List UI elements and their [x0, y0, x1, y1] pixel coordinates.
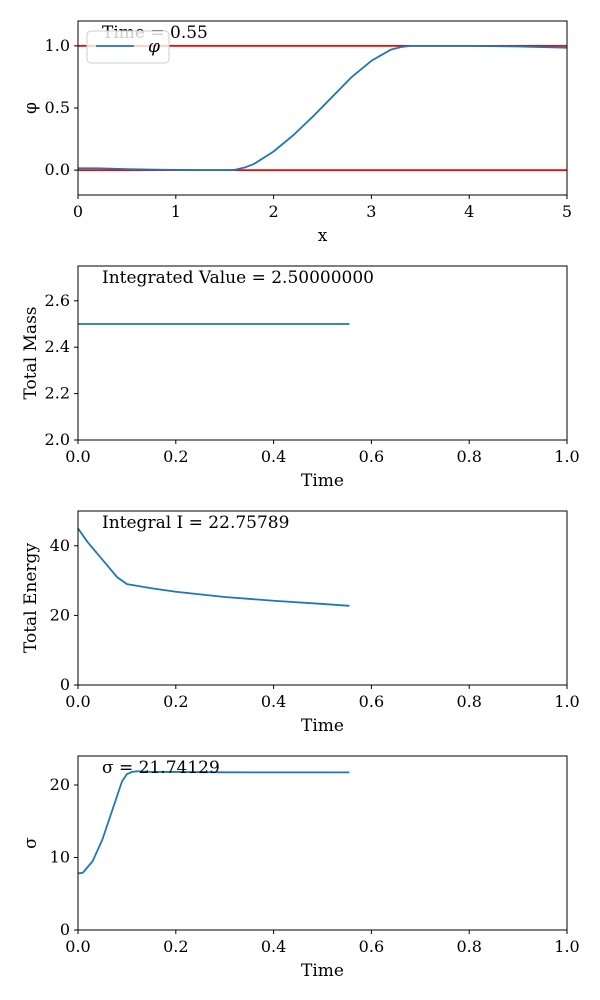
y-tick-label: 2.2: [45, 384, 70, 403]
x-axis-label: Time: [301, 961, 344, 981]
y-tick-label: 20: [50, 775, 70, 794]
chart-panel-3: 0.0 0.2 0.4 0.6 0.8 1.0 0 20 40 Time Total Energy I…: [21, 510, 580, 736]
x-tick-label: 0.6: [359, 692, 384, 711]
legend-box: [86, 30, 170, 64]
x-tick-label: 1: [171, 202, 181, 221]
x-tick-label: 1.0: [554, 937, 579, 956]
y-tick-label: 0: [60, 675, 70, 694]
x-tick-label: 0.4: [261, 447, 286, 466]
chart-panel-2: 0.0 0.2 0.4 0.6 0.8 1.0 2.0 2.2 2.4 2.6 Time Total …: [21, 265, 580, 491]
x-tick-label: 0.0: [65, 447, 90, 466]
y-axis-label: σ: [21, 837, 41, 849]
x-tick-label: 0: [73, 202, 83, 221]
y-tick-label: 0.0: [45, 160, 70, 179]
axes-frame: [77, 265, 568, 441]
y-tick-label: 2.6: [45, 291, 70, 310]
plot-annotation: Integral I = 22.75789: [102, 513, 289, 533]
series-line-1: [78, 527, 350, 607]
x-axis-label: x: [318, 226, 328, 246]
y-tick-label: 0: [60, 920, 70, 939]
y-tick-label: 0.5: [45, 98, 70, 117]
x-tick-label: 0.6: [359, 447, 384, 466]
axes-frame: [77, 755, 568, 931]
y-tick-label: 10: [50, 848, 70, 867]
axes-frame: [77, 510, 568, 686]
x-tick-label: 0.6: [359, 937, 384, 956]
x-tick-label: 4: [464, 202, 474, 221]
x-tick-label: 3: [366, 202, 376, 221]
y-tick-label: 40: [50, 536, 70, 555]
y-axis-label: φ: [21, 102, 41, 114]
y-axis-label: Total Energy: [21, 543, 41, 653]
legend-entry: φ: [148, 37, 160, 57]
x-tick-label: 0.2: [163, 447, 188, 466]
x-tick-label: 1.0: [554, 447, 579, 466]
x-tick-label: 0.2: [163, 692, 188, 711]
chart-panel-4: 0.0 0.2 0.4 0.6 0.8 1.0 0 10 20 Time σ σ = 21.74129: [21, 755, 580, 981]
x-tick-label: 1.0: [554, 692, 579, 711]
x-tick-label: 0.4: [261, 692, 286, 711]
x-axis-label: Time: [301, 471, 344, 491]
x-tick-label: 0.8: [456, 937, 481, 956]
x-tick-label: 0.8: [456, 692, 481, 711]
x-tick-label: 0.2: [163, 937, 188, 956]
x-tick-label: 0.4: [261, 937, 286, 956]
y-tick-label: 2.0: [45, 430, 70, 449]
y-axis-label: Total Mass: [21, 306, 41, 399]
x-tick-label: 0.8: [456, 447, 481, 466]
y-tick-label: 1.0: [45, 36, 70, 55]
x-axis-label: Time: [301, 716, 344, 736]
x-tick-label: 2: [269, 202, 279, 221]
legend: φ: [86, 30, 170, 64]
y-tick-label: 20: [50, 605, 70, 624]
plot-annotation: σ = 21.74129: [102, 758, 220, 778]
series-line-1: [78, 44, 567, 172]
x-tick-label: 5: [562, 202, 572, 221]
y-tick-label: 2.4: [45, 337, 70, 356]
plot-annotation: Integrated Value = 2.50000000: [102, 268, 374, 288]
series-line-1: [78, 770, 350, 875]
x-tick-label: 0.0: [65, 937, 90, 956]
x-tick-label: 0.0: [65, 692, 90, 711]
